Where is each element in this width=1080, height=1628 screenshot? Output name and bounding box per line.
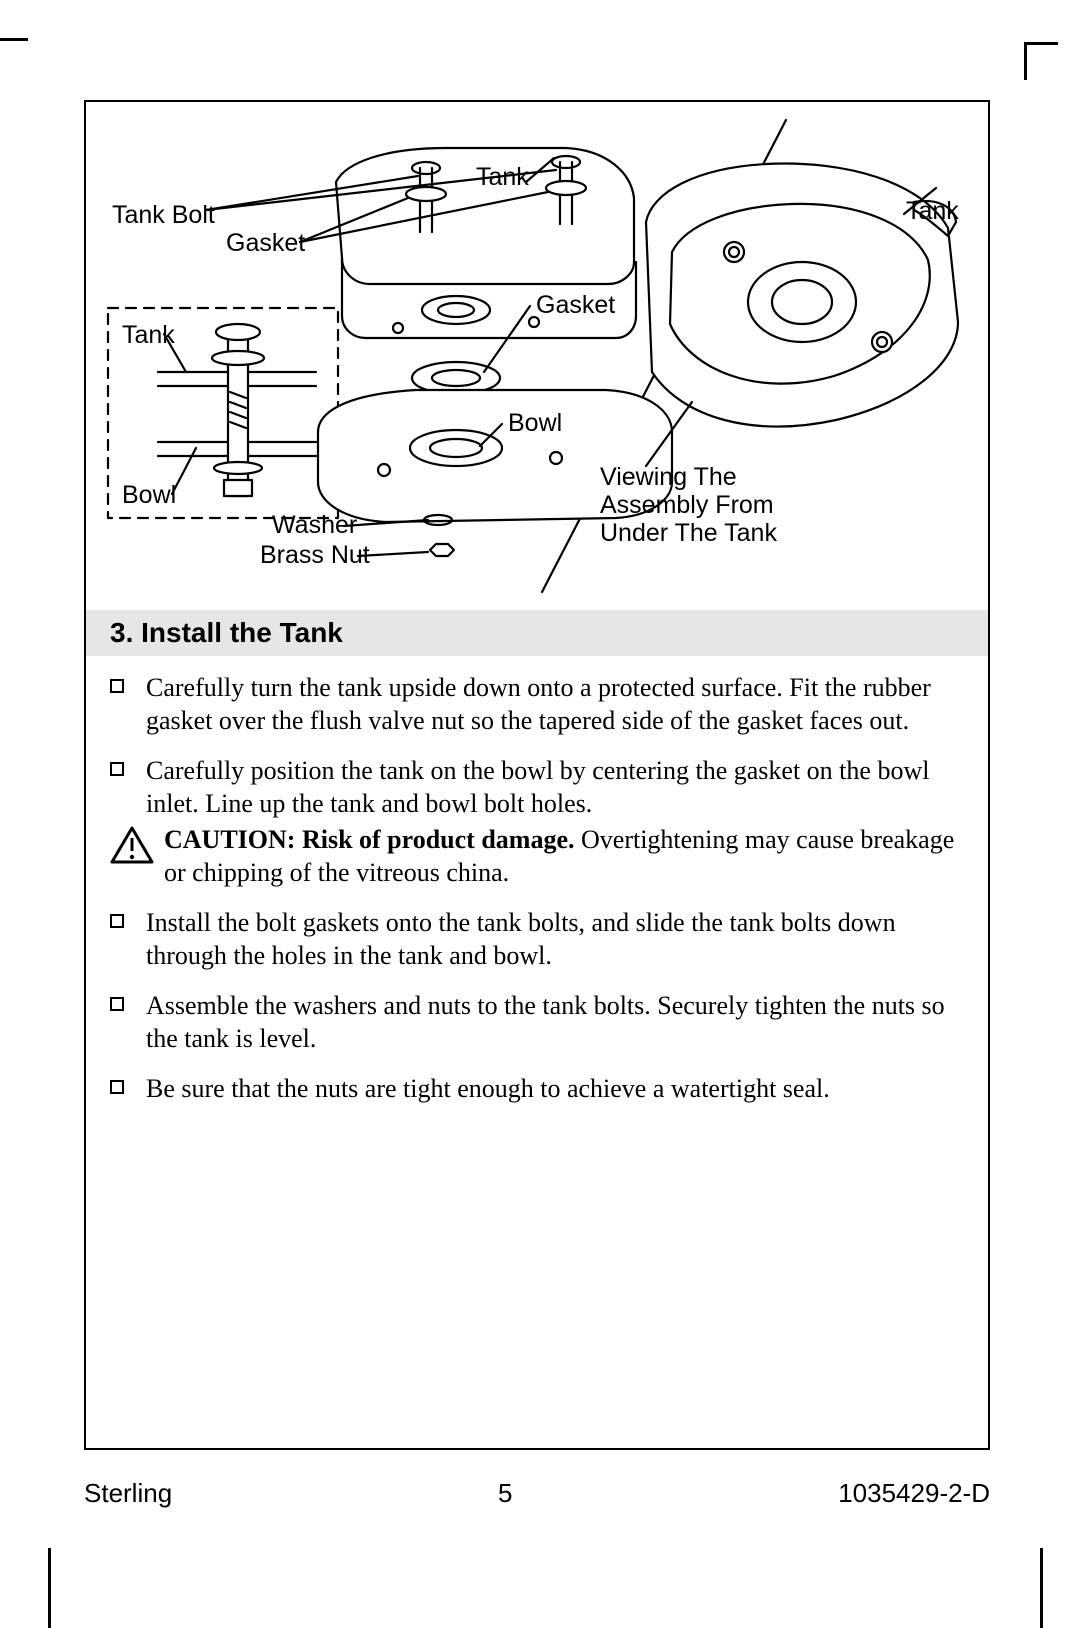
instruction-text: Carefully position the tank on the bowl … [146, 756, 929, 818]
label-washer: Washer [272, 512, 357, 540]
diagram-svg [86, 102, 988, 610]
label-brass-nut: Brass Nut [260, 542, 370, 570]
footer-right: 1035429-2-D [838, 1478, 990, 1509]
label-gasket-top: Gasket [226, 230, 305, 258]
label-tank-right: Tank [906, 198, 959, 226]
label-tank-bolt: Tank Bolt [112, 202, 215, 230]
label-view-1: Viewing The [600, 464, 737, 492]
checkbox-icon [110, 914, 124, 928]
crop-mark [1024, 42, 1027, 80]
content-frame: Tank Bolt Tank Gasket Gasket Tank Bowl B… [84, 100, 990, 1450]
section-title: Install the Tank [141, 617, 343, 649]
instruction-item: Carefully position the tank on the bowl … [110, 755, 964, 889]
label-view-2: Assembly From [600, 492, 774, 520]
instruction-text: Install the bolt gaskets onto the tank b… [146, 908, 896, 970]
label-view-3: Under The Tank [600, 520, 777, 548]
footer-center: 5 [498, 1478, 512, 1509]
warning-icon [110, 826, 154, 866]
instruction-item: Be sure that the nuts are tight enough t… [110, 1073, 964, 1106]
checkbox-icon [110, 679, 124, 693]
label-bowl-mid: Bowl [508, 410, 562, 438]
caution-row: CAUTION: Risk of product damage. Overtig… [110, 824, 964, 889]
section-heading: 3. Install the Tank [86, 610, 988, 656]
instruction-item: Assemble the washers and nuts to the tan… [110, 990, 964, 1055]
caution-label: CAUTION: Risk of product damage. [164, 825, 575, 854]
instruction-item: Carefully turn the tank upside down onto… [110, 672, 964, 737]
label-tank-side: Tank [122, 322, 175, 350]
instruction-text: Assemble the washers and nuts to the tan… [146, 991, 945, 1053]
caution-text: CAUTION: Risk of product damage. Overtig… [164, 824, 964, 889]
section-number: 3. [110, 617, 133, 649]
page-footer: Sterling 5 1035429-2-D [84, 1478, 990, 1509]
crop-mark [48, 1548, 51, 1628]
instruction-text: Be sure that the nuts are tight enough t… [146, 1074, 830, 1103]
assembly-diagram: Tank Bolt Tank Gasket Gasket Tank Bowl B… [86, 102, 988, 610]
crop-mark [1024, 42, 1058, 45]
checkbox-icon [110, 1080, 124, 1094]
label-tank-top: Tank [476, 164, 529, 192]
label-gasket-mid: Gasket [536, 292, 615, 320]
instruction-list: Carefully turn the tank upside down onto… [110, 672, 964, 1124]
footer-left: Sterling [84, 1478, 172, 1509]
page: Tank Bolt Tank Gasket Gasket Tank Bowl B… [0, 0, 1080, 1397]
checkbox-icon [110, 997, 124, 1011]
instruction-item: Install the bolt gaskets onto the tank b… [110, 907, 964, 972]
instruction-text: Carefully turn the tank upside down onto… [146, 673, 931, 735]
label-bowl-side: Bowl [122, 482, 176, 510]
checkbox-icon [110, 762, 124, 776]
crop-mark [1040, 1548, 1043, 1628]
crop-mark [0, 38, 28, 41]
